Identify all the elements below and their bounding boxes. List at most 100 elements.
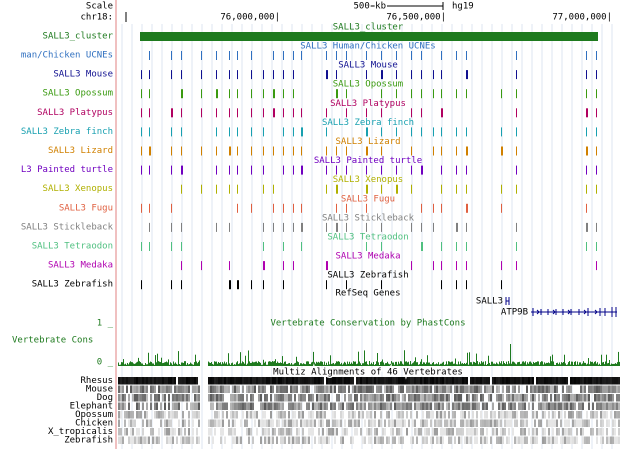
element bbox=[251, 127, 252, 137]
element bbox=[381, 146, 382, 156]
alignment-block bbox=[362, 411, 364, 419]
cons-bar bbox=[573, 364, 574, 366]
element bbox=[283, 222, 284, 232]
alignment-block bbox=[434, 419, 436, 427]
alignment-block bbox=[162, 385, 164, 393]
alignment-block bbox=[468, 394, 470, 402]
alignment-block bbox=[414, 402, 416, 410]
cons-bar bbox=[367, 364, 368, 366]
alignment-block bbox=[320, 411, 322, 419]
element bbox=[149, 108, 150, 118]
element bbox=[396, 184, 398, 194]
cons-bar bbox=[580, 362, 581, 366]
alignment-block bbox=[566, 419, 568, 427]
alignment-block bbox=[132, 385, 134, 393]
alignment-block bbox=[124, 402, 126, 410]
alignment-block bbox=[296, 419, 298, 427]
element bbox=[456, 89, 457, 99]
alignment-block bbox=[194, 394, 196, 402]
alignment-block bbox=[214, 377, 216, 385]
element bbox=[441, 165, 442, 175]
alignment-block bbox=[314, 385, 316, 393]
alignment-block bbox=[428, 411, 430, 419]
alignment-block bbox=[230, 377, 232, 385]
alignment-block bbox=[536, 436, 538, 444]
alignment-block bbox=[356, 402, 358, 410]
alignment-block bbox=[404, 402, 406, 410]
cons-bar bbox=[249, 361, 250, 366]
alignment-block bbox=[142, 377, 144, 385]
element bbox=[251, 203, 252, 213]
alignment-block bbox=[414, 419, 416, 427]
track-label: Vertebrate Cons bbox=[12, 336, 93, 346]
cons-bar bbox=[322, 361, 323, 366]
alignment-block bbox=[380, 402, 382, 410]
alignment-block bbox=[514, 419, 516, 427]
alignment-block bbox=[412, 385, 414, 393]
cons-bar bbox=[419, 364, 420, 366]
alignment-block bbox=[266, 436, 268, 444]
alignment-block bbox=[460, 385, 462, 393]
element bbox=[263, 165, 264, 175]
alignment-block bbox=[618, 436, 620, 444]
alignment-block bbox=[120, 411, 122, 419]
alignment-block bbox=[292, 385, 294, 393]
alignment-block bbox=[516, 436, 518, 444]
alignment-block bbox=[284, 428, 286, 436]
alignment-block bbox=[416, 411, 418, 419]
alignment-block bbox=[172, 377, 174, 385]
alignment-block bbox=[360, 411, 362, 419]
element bbox=[301, 108, 302, 118]
element bbox=[346, 280, 347, 290]
element bbox=[336, 222, 338, 232]
alignment-block bbox=[246, 428, 248, 436]
alignment-block bbox=[496, 385, 498, 393]
alignment-block bbox=[228, 419, 230, 427]
alignment-block bbox=[426, 411, 428, 419]
alignment-block bbox=[508, 419, 510, 427]
element bbox=[181, 89, 183, 99]
element bbox=[229, 127, 230, 137]
cons-bar bbox=[306, 361, 307, 366]
cons-bar bbox=[248, 350, 249, 366]
alignment-block bbox=[320, 402, 322, 410]
alignment-block bbox=[424, 419, 426, 427]
alignment-block bbox=[494, 419, 496, 427]
alignment-block bbox=[594, 385, 596, 393]
cons-bar bbox=[561, 362, 562, 366]
alignment-block bbox=[248, 385, 250, 393]
alignment-block bbox=[134, 436, 136, 444]
alignment-block bbox=[410, 394, 412, 402]
cons-bar bbox=[133, 363, 134, 366]
alignment-block bbox=[164, 385, 166, 393]
alignment-block bbox=[562, 436, 564, 444]
cons-bar bbox=[217, 363, 218, 366]
cons-bar bbox=[343, 363, 344, 366]
alignment-block bbox=[440, 385, 442, 393]
alignment-block bbox=[462, 402, 464, 410]
cons-bar bbox=[420, 361, 421, 366]
alignment-block bbox=[538, 385, 540, 393]
cons-bar bbox=[150, 361, 151, 366]
alignment-block bbox=[522, 436, 524, 444]
element bbox=[216, 222, 217, 232]
alignment-block bbox=[398, 428, 400, 436]
alignment-block bbox=[316, 377, 318, 385]
element bbox=[596, 108, 597, 118]
cons-bar bbox=[247, 363, 248, 366]
cons-bar bbox=[584, 362, 585, 366]
alignment-block bbox=[470, 436, 472, 444]
alignment-block bbox=[182, 419, 184, 427]
element bbox=[149, 165, 150, 175]
alignment-block bbox=[378, 419, 380, 427]
alignment-block bbox=[510, 411, 512, 419]
alignment-block bbox=[266, 419, 268, 427]
alignment-block bbox=[276, 394, 278, 402]
alignment-block bbox=[296, 428, 298, 436]
track-center-label: SALL3 Xenopus bbox=[333, 175, 403, 185]
element bbox=[141, 70, 142, 80]
alignment-block bbox=[180, 436, 182, 444]
alignment-block bbox=[320, 377, 322, 385]
alignment-block bbox=[440, 428, 442, 436]
alignment-block bbox=[388, 402, 390, 410]
